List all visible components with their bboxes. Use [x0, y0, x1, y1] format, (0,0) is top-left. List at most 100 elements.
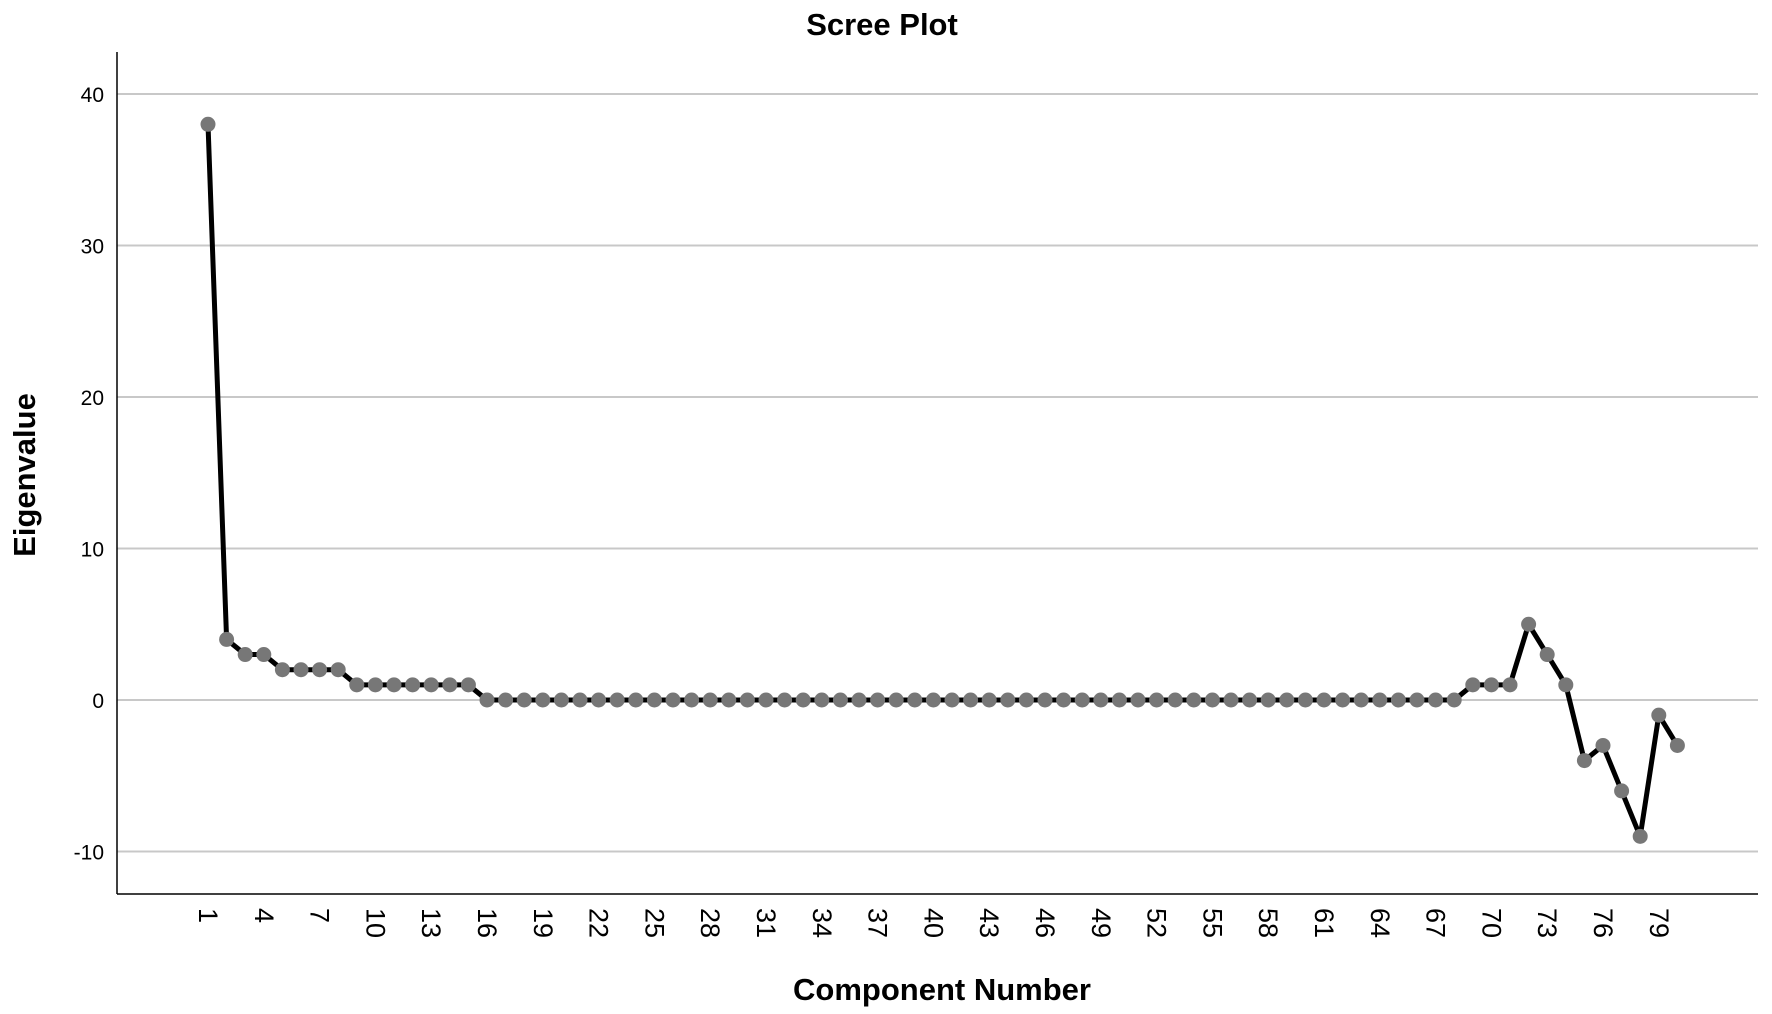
data-point	[646, 692, 662, 708]
data-point	[535, 692, 551, 708]
data-point	[405, 677, 421, 693]
data-point	[386, 677, 402, 693]
data-points	[200, 116, 1685, 844]
data-point	[349, 677, 365, 693]
data-point	[888, 692, 904, 708]
data-point	[628, 692, 644, 708]
data-point	[1390, 692, 1406, 708]
data-point	[200, 116, 216, 132]
y-tick-label: 30	[81, 236, 104, 259]
data-point	[795, 692, 811, 708]
data-point	[832, 692, 848, 708]
data-point	[1539, 647, 1555, 663]
data-point	[739, 692, 755, 708]
x-tick-labels: 1 4 7 10 13 16 19 22 25 28 31 34 37 40 43 46 49 52 55 58 61 6…	[193, 908, 1674, 938]
data-point	[293, 662, 309, 678]
data-point	[981, 692, 997, 708]
x-tick-label: 16	[472, 908, 502, 938]
data-point	[925, 692, 941, 708]
x-tick-label: 43	[974, 908, 1004, 938]
y-axis-label: Eigenvalue	[7, 393, 42, 557]
series-line-group	[205, 124, 1680, 839]
data-point	[423, 677, 439, 693]
x-tick-label: 64	[1365, 908, 1395, 938]
data-point	[1130, 692, 1146, 708]
data-point	[367, 677, 383, 693]
x-tick-label: 7	[305, 908, 335, 923]
x-axis-label: Component Number	[793, 972, 1091, 1007]
x-tick-label: 19	[528, 908, 558, 938]
data-point	[1372, 692, 1388, 708]
data-point	[963, 692, 979, 708]
data-point	[944, 692, 960, 708]
data-point	[1483, 677, 1499, 693]
data-point	[684, 692, 700, 708]
data-point	[479, 692, 495, 708]
data-point	[777, 692, 793, 708]
x-tick-label: 61	[1309, 908, 1339, 938]
data-point	[758, 692, 774, 708]
series-line	[205, 124, 1680, 839]
data-point	[665, 692, 681, 708]
x-tick-label: 22	[584, 908, 614, 938]
x-tick-label: 28	[695, 908, 725, 938]
x-tick-label: 67	[1421, 908, 1451, 938]
data-point	[1279, 692, 1295, 708]
data-point	[1576, 753, 1592, 769]
data-point	[1335, 692, 1351, 708]
x-tick-label: 76	[1588, 908, 1618, 938]
data-point	[609, 692, 625, 708]
x-tick-label: 49	[1086, 908, 1116, 938]
x-tick-label: 55	[1197, 908, 1227, 938]
data-point	[1186, 692, 1202, 708]
data-point	[1669, 737, 1685, 753]
data-point	[907, 692, 923, 708]
data-point	[1316, 692, 1332, 708]
data-point	[1074, 692, 1090, 708]
x-tick-label: 10	[360, 908, 390, 938]
data-point	[1260, 692, 1276, 708]
data-point	[591, 692, 607, 708]
x-tick-label: 34	[807, 908, 837, 938]
y-tick-label: -10	[74, 842, 104, 865]
data-point	[219, 631, 235, 647]
x-tick-label: 79	[1644, 908, 1674, 938]
data-point	[1297, 692, 1313, 708]
x-tick-label: 25	[639, 908, 669, 938]
data-point	[1465, 677, 1481, 693]
data-point	[1428, 692, 1444, 708]
data-point	[870, 692, 886, 708]
data-point	[721, 692, 737, 708]
data-point	[460, 677, 476, 693]
y-tick-label: 20	[81, 387, 104, 410]
data-point	[237, 647, 253, 663]
data-point	[312, 662, 328, 678]
x-tick-label: 31	[751, 908, 781, 938]
x-tick-label: 4	[249, 908, 279, 923]
data-point	[274, 662, 290, 678]
x-tick-label: 40	[918, 908, 948, 938]
data-point	[1204, 692, 1220, 708]
data-point	[1111, 692, 1127, 708]
x-tick-label: 37	[863, 908, 893, 938]
data-point	[330, 662, 346, 678]
data-point	[814, 692, 830, 708]
data-point	[702, 692, 718, 708]
data-point	[1353, 692, 1369, 708]
y-tick-label: 0	[92, 690, 104, 713]
y-tick-label: 10	[81, 539, 104, 562]
data-point	[851, 692, 867, 708]
x-tick-label: 1	[193, 908, 223, 923]
data-point	[553, 692, 569, 708]
data-point	[516, 692, 532, 708]
gridlines	[117, 93, 1758, 853]
data-point	[1521, 616, 1537, 632]
data-point	[1242, 692, 1258, 708]
data-point	[1018, 692, 1034, 708]
x-tick-label: 46	[1030, 908, 1060, 938]
data-point	[1149, 692, 1165, 708]
chart-title: Scree Plot	[806, 7, 958, 42]
x-tick-label: 58	[1253, 908, 1283, 938]
data-point	[1502, 677, 1518, 693]
